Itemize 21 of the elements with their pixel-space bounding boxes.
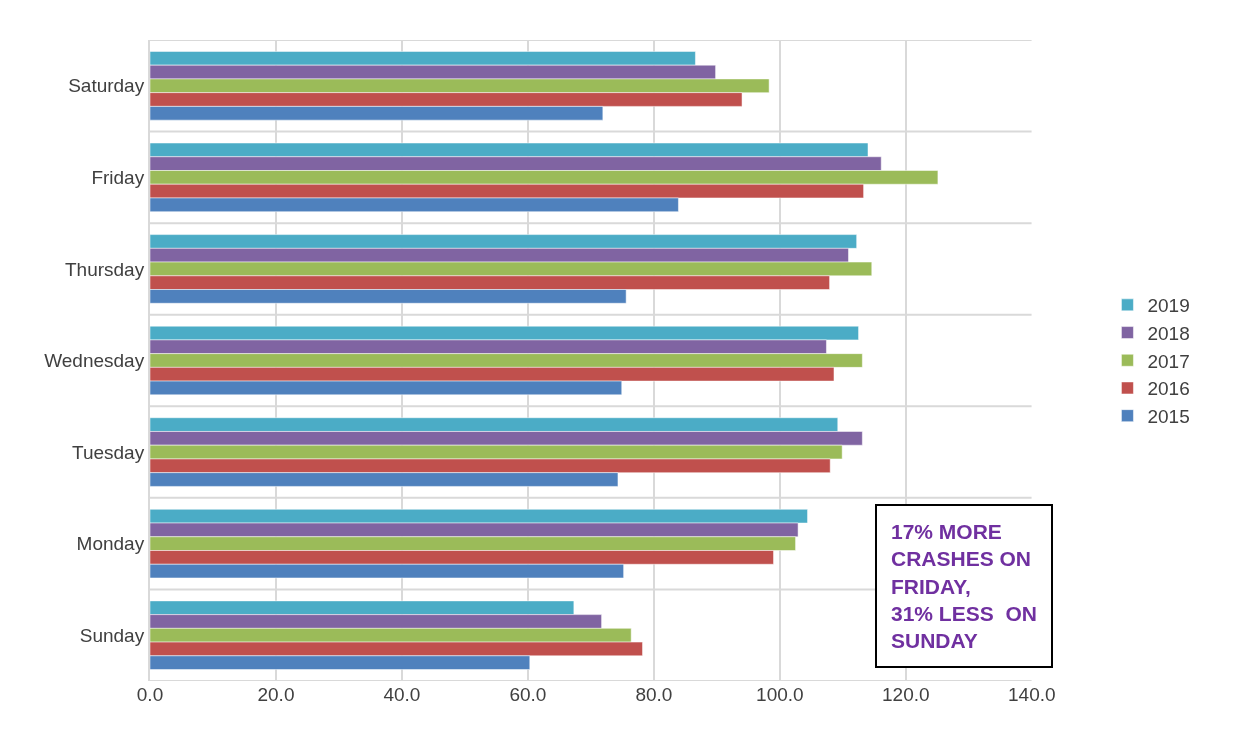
x-tick-label: 140.0 <box>1007 684 1056 705</box>
annotation: 17% MORE CRASHES ON FRIDAY, 31% LESS ON SUNDAY <box>891 520 1037 653</box>
y-tick-label: Monday <box>76 533 145 555</box>
y-tick-label: Tuesday <box>72 441 145 463</box>
y-tick-label: Sunday <box>79 624 145 646</box>
y-tick-label: Saturday <box>68 75 145 97</box>
x-tick-label: 120.0 <box>882 684 930 705</box>
x-tick-label: 20.0 <box>257 684 295 705</box>
x-tick-label: 60.0 <box>509 684 547 705</box>
legend-label: 2016 <box>1147 378 1190 400</box>
legend-label: 2015 <box>1147 406 1190 428</box>
y-tick-label: Friday <box>91 167 145 189</box>
y-tick-label: Wednesday <box>44 350 145 372</box>
legend-label: 2017 <box>1147 350 1190 372</box>
x-tick-label: 100.0 <box>756 684 804 705</box>
x-tick-label: 40.0 <box>383 684 421 705</box>
legend-label: 2018 <box>1147 322 1190 344</box>
x-tick-label: 0.0 <box>136 684 164 705</box>
legend-label: 2019 <box>1147 295 1190 317</box>
x-tick-label: 80.0 <box>635 684 673 705</box>
y-tick-label: Thursday <box>65 258 145 280</box>
